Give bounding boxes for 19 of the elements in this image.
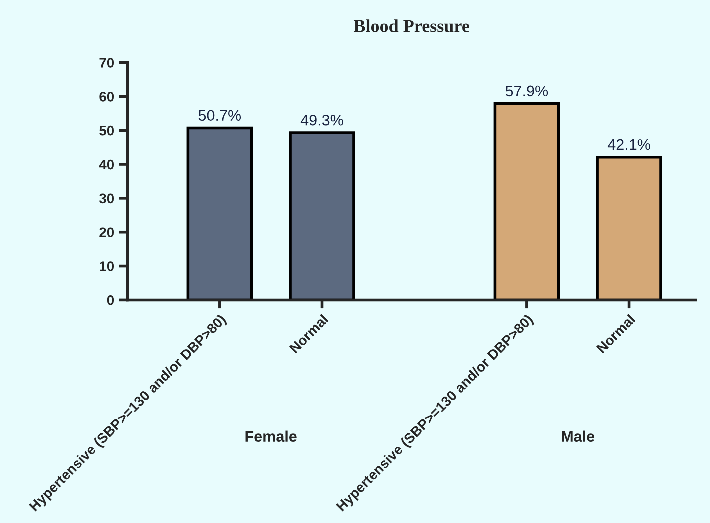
bar (494, 102, 560, 300)
y-tick-label: 50 (100, 126, 114, 136)
y-tick-label: 40 (99, 160, 114, 170)
bar (186, 126, 254, 300)
y-tick-label: 70 (100, 58, 114, 68)
data-label: 57.9% (506, 86, 548, 97)
bar (289, 132, 356, 300)
chart-title: Blood Pressure (354, 20, 470, 32)
text: Male (562, 430, 595, 442)
data-label: 49.3% (300, 114, 344, 126)
y-tick-label: 60 (100, 92, 114, 102)
y-tick-label: 20 (100, 228, 114, 238)
y-tick-label: 30 (99, 194, 114, 204)
bar (596, 156, 662, 300)
y-tick-label: 0 (107, 296, 114, 306)
data-label: 50.7% (198, 110, 242, 122)
text: Female (246, 430, 297, 442)
y-tick-label: 10 (100, 262, 114, 272)
data-label: 42.1% (608, 139, 650, 150)
